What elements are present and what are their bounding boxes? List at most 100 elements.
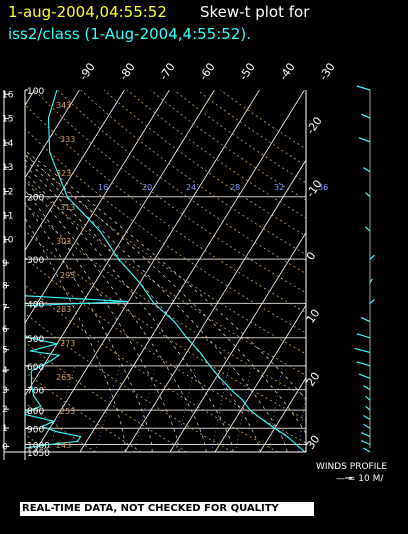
- altitude-tick-label: 6: [2, 325, 8, 335]
- theta-label: 313: [60, 203, 75, 212]
- isotherm-label: 10: [304, 307, 323, 326]
- wind-barb: [363, 447, 371, 453]
- wind-barb: [363, 423, 371, 429]
- altitude-tick-label: 1: [2, 424, 8, 434]
- isotherm-label: 20: [304, 370, 323, 389]
- dry-adiabat-line: [57, 90, 306, 274]
- theta-label: 283: [56, 305, 71, 314]
- altitude-tick-label: 16: [2, 90, 14, 100]
- altitude-tick-label: 2: [2, 405, 8, 415]
- wind-barb: [358, 373, 371, 379]
- title-line2: iss2/class (1-Aug-2004,4:55:52).: [8, 25, 251, 43]
- wind-barb: [365, 192, 371, 198]
- isotherm-label: -30: [317, 61, 338, 83]
- theta-label: 263: [56, 373, 71, 382]
- isotherm-label: -20: [304, 115, 325, 137]
- wind-barb: [360, 113, 371, 119]
- altitude-tick-label: 7: [2, 303, 8, 313]
- quality-disclaimer: REAL-TIME DATA, NOT CHECKED FOR QUALITY: [20, 502, 314, 516]
- chart-grid: [25, 90, 408, 452]
- theta-label: 273: [60, 339, 75, 348]
- winds-profile-scale: — = 10 M/: [336, 474, 384, 484]
- wind-barb: [356, 361, 371, 367]
- isotherm-line: [25, 90, 215, 397]
- isotherm-line: [34, 90, 260, 452]
- moist-adiabat-line: [25, 159, 288, 452]
- moist-adiabat-line: [25, 154, 306, 435]
- isotherm-line: [169, 231, 306, 452]
- dry-adiabat-line: [25, 178, 306, 376]
- dry-adiabat-line: [25, 284, 279, 452]
- isotherm-label: -40: [277, 61, 298, 83]
- wind-barb: [369, 254, 375, 260]
- altitude-tick-label: 4: [2, 366, 8, 376]
- winds-profile: [345, 85, 375, 479]
- wind-barb: [365, 405, 371, 411]
- altitude-tick-label: 8: [2, 281, 8, 291]
- dry-adiabat-line: [25, 312, 233, 452]
- moist-adiabat-line: [25, 165, 261, 452]
- isotherm-line: [214, 304, 306, 452]
- wind-barb: [360, 432, 371, 438]
- mixing-ratio-label: 36: [318, 183, 328, 192]
- altitude-tick-label: 10: [2, 236, 14, 246]
- altitude-tick-label: 14: [2, 139, 14, 149]
- wind-barb: [363, 385, 371, 391]
- dry-adiabat-line: [33, 90, 306, 294]
- pressure-tick-label: 100: [27, 87, 44, 97]
- altitude-tick-label: 3: [2, 386, 8, 396]
- theta-label: 253: [60, 407, 75, 416]
- temperature-line: [47, 90, 306, 452]
- isotherm-label: -80: [117, 61, 138, 83]
- isotherm-label: -90: [77, 61, 98, 83]
- wind-barb: [363, 167, 371, 173]
- isotherm-label: -60: [197, 61, 218, 83]
- isotherm-line: [79, 90, 305, 452]
- moist-adiabat-line: [25, 189, 180, 452]
- wind-barb: [360, 317, 371, 323]
- theta-label: 243: [56, 441, 71, 450]
- wind-barb: [354, 347, 371, 354]
- title-time: 1-aug-2004,04:55:52: [8, 3, 167, 21]
- altitude-tick-label: 9: [2, 259, 8, 269]
- pressure-tick-label: 600: [27, 363, 44, 373]
- isotherm-line: [350, 90, 408, 452]
- winds-profile-label: WINDS PROFILE: [316, 462, 387, 472]
- pressure-tick-label: 700: [27, 387, 44, 397]
- mixing-ratio-line: [268, 365, 283, 452]
- isotherm-line: [304, 449, 306, 452]
- isotherm-line: [25, 90, 125, 252]
- moist-adiabat-line: [25, 201, 153, 452]
- dry-adiabat-line: [196, 90, 306, 167]
- pressure-tick-label: 900: [27, 425, 44, 435]
- theta-label: 303: [56, 237, 71, 246]
- wind-barb: [356, 333, 371, 339]
- moist-adiabat-line: [25, 150, 306, 400]
- pressure-tick-label: 200: [27, 194, 44, 204]
- mixing-ratio-label: 28: [230, 183, 240, 192]
- pressure-tick-label: 500: [27, 335, 44, 345]
- moist-adiabat-line: [25, 171, 234, 452]
- dry-adiabat-line: [25, 402, 96, 452]
- dewpoint-line: [25, 295, 129, 449]
- altitude-tick-label: 0: [2, 443, 8, 453]
- wind-barb: [363, 414, 371, 420]
- pressure-tick-label: 800: [27, 407, 44, 417]
- altitude-tick-label: 13: [2, 163, 13, 173]
- theta-label: 323: [56, 169, 71, 178]
- wind-barb: [358, 137, 371, 143]
- mixing-ratio-label: 16: [98, 183, 108, 192]
- chart-frame: [3, 89, 307, 460]
- dry-adiabat-line: [25, 153, 306, 355]
- mixing-ratio-label: 32: [274, 183, 284, 192]
- theta-label: 293: [60, 271, 75, 280]
- isotherm-line: [25, 90, 170, 324]
- wind-barb: [365, 395, 371, 401]
- dry-adiabat-line: [173, 90, 306, 184]
- altitude-tick-label: 11: [2, 212, 13, 222]
- pressure-tick-label: 1050: [27, 449, 50, 459]
- title-text: Skew-t plot for: [200, 3, 310, 21]
- pressure-tick-label: 400: [27, 300, 44, 310]
- altitude-tick-label: 15: [2, 115, 13, 125]
- pressure-tick-label: 300: [27, 256, 44, 266]
